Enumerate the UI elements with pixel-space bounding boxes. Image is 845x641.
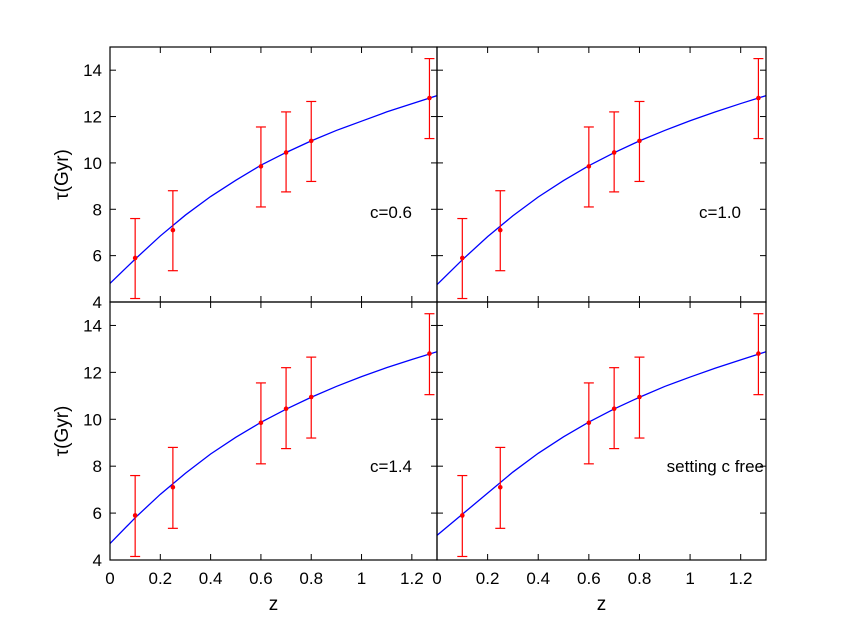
x-tick-label: 0	[105, 569, 114, 588]
data-point	[611, 150, 617, 155]
data-point	[460, 513, 465, 518]
y-tick-label: 6	[93, 504, 102, 523]
x-tick-label: 1.2	[400, 569, 424, 588]
y-axis-label: τ(Gyr)	[52, 406, 73, 457]
fit-curve	[110, 351, 437, 545]
y-tick-label: 8	[93, 457, 102, 476]
x-tick-label: 0.6	[577, 569, 601, 588]
data-point	[132, 513, 138, 518]
y-tick-label: 10	[83, 410, 102, 429]
x-tick-label: 0.2	[476, 569, 500, 588]
data-point	[637, 138, 642, 144]
y-tick-label: 4	[93, 551, 102, 570]
data-point	[497, 484, 503, 490]
fit-curve	[437, 95, 766, 286]
panel-frame	[436, 301, 767, 561]
panel-annotation: c=0.6	[370, 203, 412, 222]
x-tick-label: 0.8	[299, 569, 323, 588]
panel-3: c=1.4	[109, 301, 438, 561]
panel-2: c=1.0	[436, 46, 767, 303]
y-tick-label: 12	[83, 108, 102, 127]
fit-curve	[110, 95, 437, 284]
data-point	[308, 394, 314, 400]
panel-frame	[436, 46, 767, 303]
x-tick-label: 0.8	[628, 569, 652, 588]
data-point	[258, 420, 264, 426]
panel-1: c=0.6	[109, 46, 438, 303]
data-point	[586, 164, 592, 169]
y-tick-label: 14	[83, 61, 102, 80]
fit-curve	[437, 351, 766, 536]
x-tick-label: 0.6	[249, 569, 273, 588]
data-point	[308, 138, 314, 144]
x-tick-label: 1.2	[729, 569, 753, 588]
data-point	[283, 150, 289, 155]
data-point	[586, 420, 592, 426]
panel-annotation: c=1.0	[699, 203, 741, 222]
data-point	[427, 351, 432, 356]
data-point	[756, 351, 761, 356]
y-tick-label: 14	[83, 316, 102, 335]
y-tick-label: 10	[83, 154, 102, 173]
data-point	[427, 95, 432, 101]
x-axis-label: z	[597, 594, 607, 615]
x-tick-label: 1	[685, 569, 694, 588]
y-axis-label: τ(Gyr)	[52, 149, 73, 200]
x-tick-label: 1	[357, 569, 366, 588]
data-point	[637, 394, 642, 400]
data-point	[611, 406, 617, 412]
x-tick-label: 0.2	[148, 569, 172, 588]
data-point	[132, 255, 138, 261]
x-tick-label: 0	[432, 569, 441, 588]
data-point	[460, 255, 465, 261]
y-tick-label: 12	[83, 363, 102, 382]
y-tick-label: 6	[93, 247, 102, 266]
data-point	[170, 227, 176, 233]
y-tick-label: 8	[93, 200, 102, 219]
x-axis-label: z	[269, 594, 279, 615]
data-point	[258, 164, 264, 169]
panel-frame	[109, 46, 438, 303]
y-tick-label: 4	[93, 293, 102, 312]
panel-frame	[109, 301, 438, 561]
data-point	[170, 484, 176, 490]
panel-annotation: c=1.4	[370, 457, 412, 476]
panel-annotation: setting c free	[667, 457, 764, 476]
x-tick-label: 0.4	[526, 569, 550, 588]
data-point	[283, 406, 289, 412]
data-point	[497, 227, 503, 233]
panel-4: setting c free	[436, 301, 767, 561]
data-point	[756, 95, 761, 101]
x-tick-label: 0.4	[199, 569, 223, 588]
